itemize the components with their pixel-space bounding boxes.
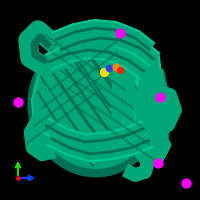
Point bbox=[118, 68, 122, 72]
Point bbox=[156, 161, 160, 165]
Point bbox=[184, 181, 188, 185]
Point bbox=[16, 176, 20, 180]
Ellipse shape bbox=[32, 31, 158, 169]
Point bbox=[16, 100, 20, 104]
Ellipse shape bbox=[27, 33, 163, 177]
Point bbox=[158, 95, 162, 99]
Point bbox=[107, 66, 111, 70]
Point bbox=[102, 70, 106, 74]
Point bbox=[118, 31, 122, 35]
Point bbox=[114, 65, 118, 69]
